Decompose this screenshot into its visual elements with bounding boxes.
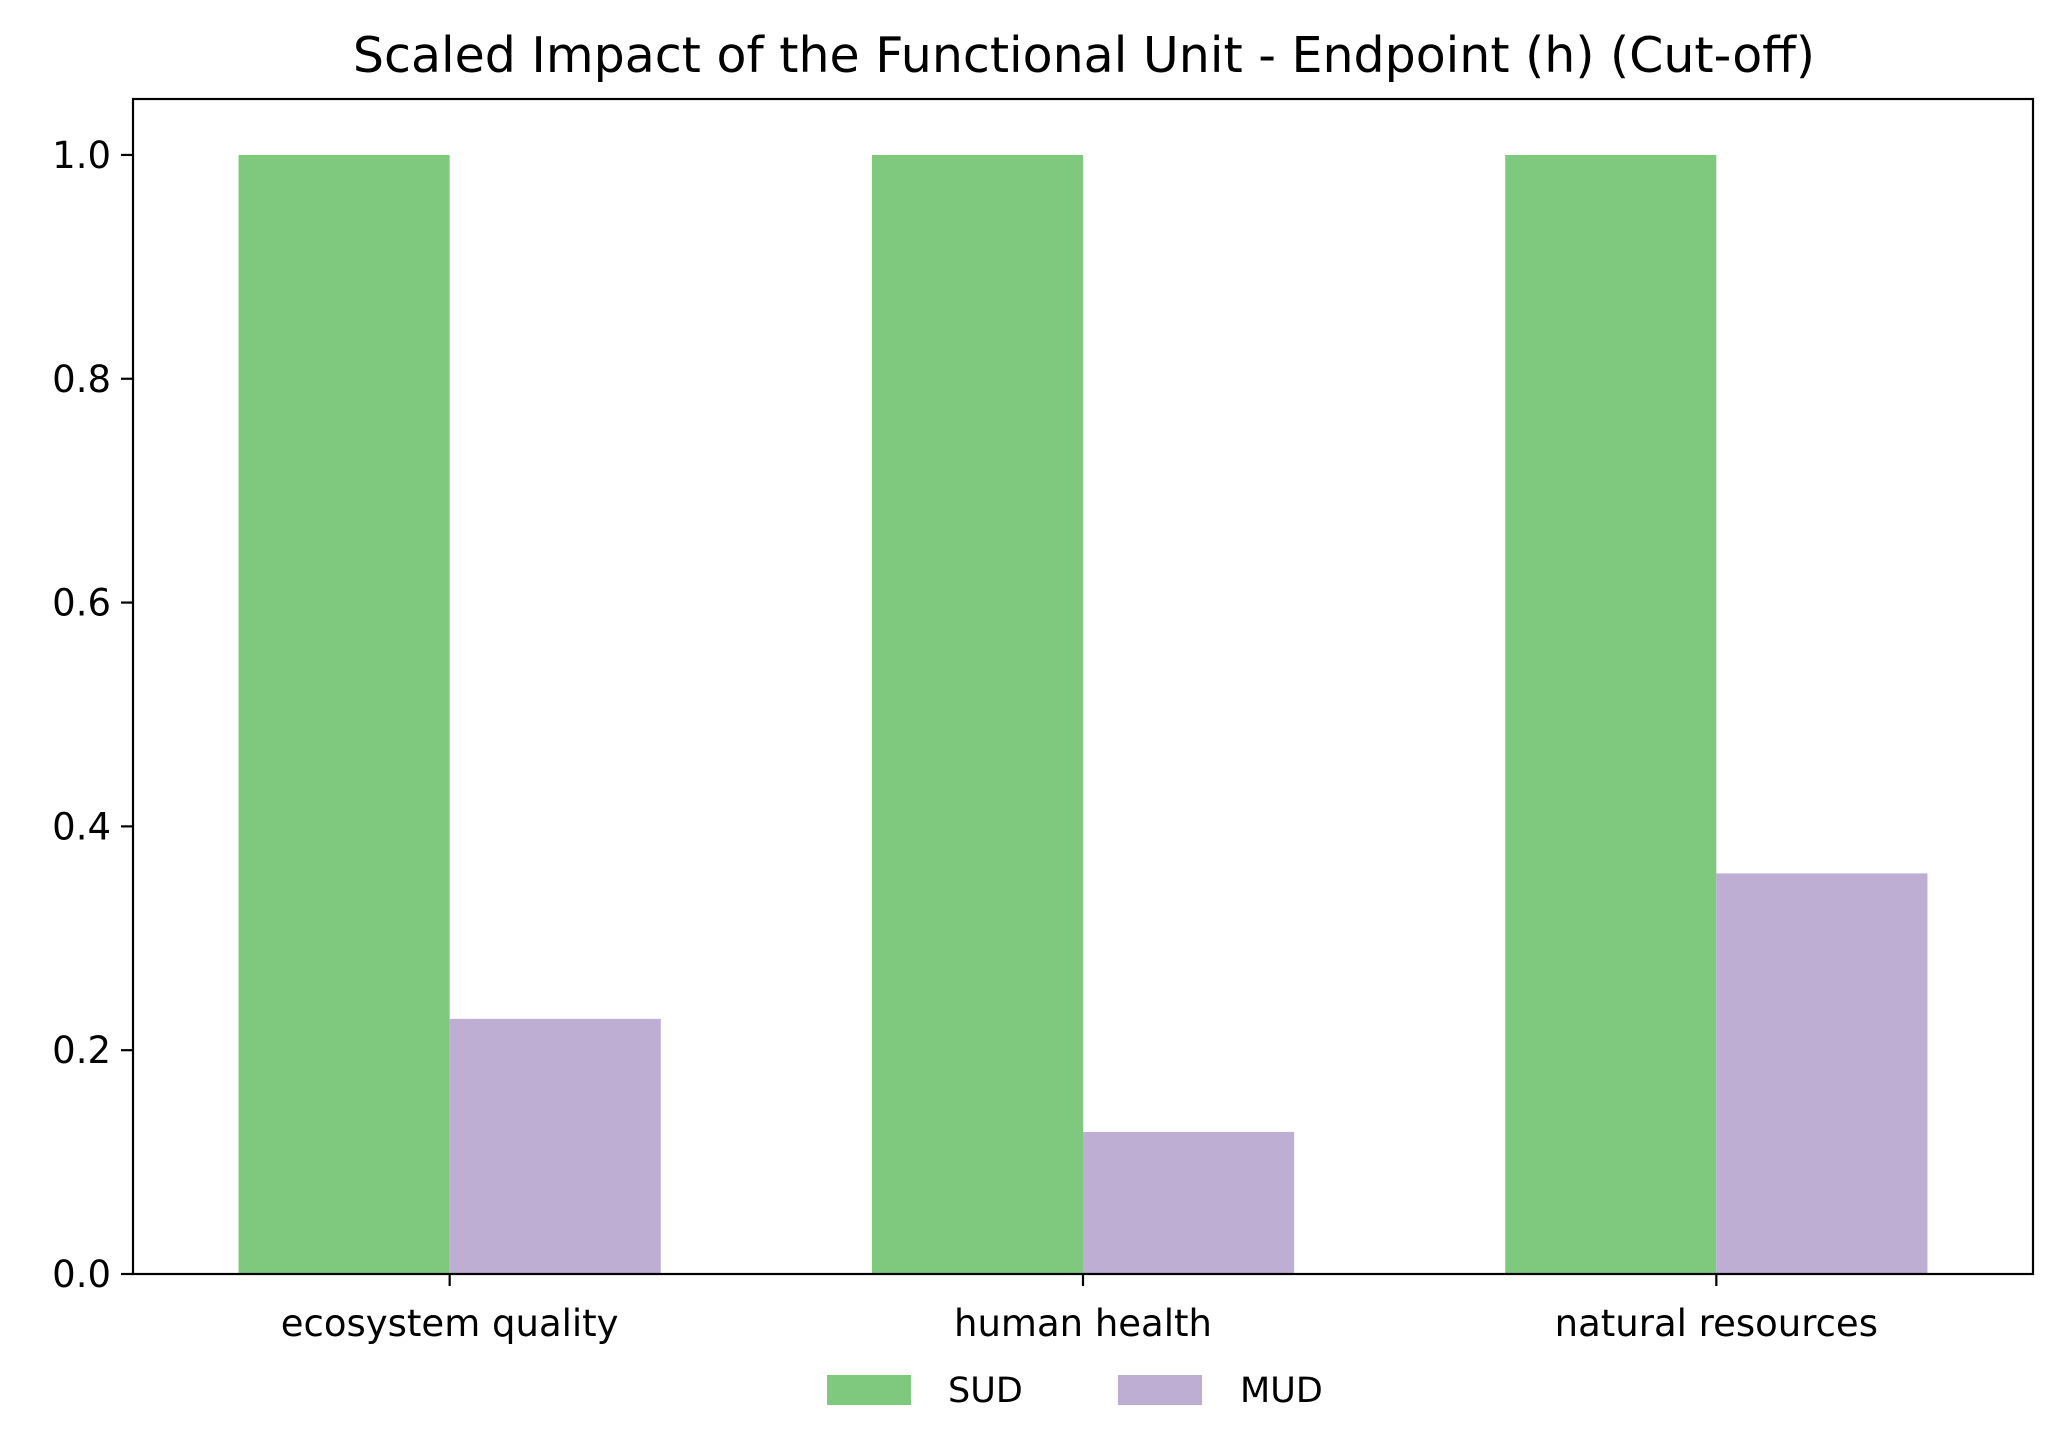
legend-label-sud: SUD <box>948 1371 1023 1411</box>
y-axis: 0.0 0.2 0.4 0.6 0.8 1.0 <box>52 134 133 1296</box>
bar-mud-natural-resources <box>1716 873 1928 1274</box>
legend: SUD MUD <box>827 1371 1323 1411</box>
y-tick-label: 0.2 <box>52 1029 111 1072</box>
bar-sud-natural-resources <box>1505 154 1717 1274</box>
bar-mud-ecosystem-quality <box>449 1018 661 1274</box>
legend-label-mud: MUD <box>1240 1371 1323 1411</box>
y-tick-label: 0.8 <box>52 358 111 401</box>
chart-title: Scaled Impact of the Functional Unit - E… <box>353 27 1815 84</box>
y-tick-label: 1.0 <box>52 134 111 177</box>
bar-mud-human-health <box>1083 1131 1295 1274</box>
x-tick-label: ecosystem quality <box>281 1302 619 1345</box>
legend-swatch-sud <box>827 1375 911 1405</box>
x-axis: ecosystem quality human health natural res… <box>281 1274 1878 1345</box>
y-tick-label: 0.4 <box>52 805 111 848</box>
bars-group <box>238 154 1928 1274</box>
y-tick-label: 0.0 <box>52 1253 111 1296</box>
x-tick-label: natural resources <box>1555 1302 1878 1345</box>
bar-sud-ecosystem-quality <box>238 154 450 1274</box>
y-tick-label: 0.6 <box>52 582 111 625</box>
bar-sud-human-health <box>871 154 1083 1274</box>
x-tick-label: human health <box>954 1302 1212 1345</box>
legend-swatch-mud <box>1118 1375 1202 1405</box>
